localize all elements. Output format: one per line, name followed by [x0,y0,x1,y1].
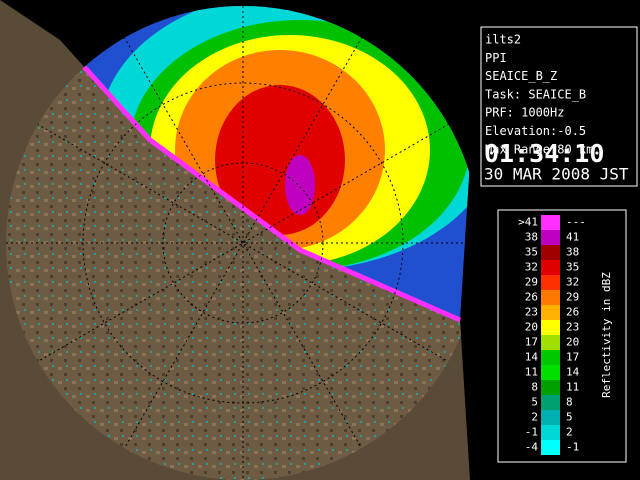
legend-low: 35 [525,246,538,259]
legend-low: 29 [525,276,538,289]
legend-low: 8 [531,381,538,394]
info-line: ilts2 [485,33,521,47]
legend-low: >41 [518,216,538,229]
legend-low: 17 [525,336,538,349]
info-line: Elevation:-0.5 [485,124,586,138]
legend-swatch [541,425,560,440]
legend-swatch [541,275,560,290]
legend-high: 38 [566,246,579,259]
legend-swatch [541,305,560,320]
legend-swatch [541,260,560,275]
legend-low: 38 [525,231,538,244]
legend-swatch [541,335,560,350]
time: 01:34:10 [484,139,604,168]
legend-low: 23 [525,306,538,319]
legend-swatch [541,365,560,380]
legend-high: 2 [566,426,573,439]
echo-core [285,155,315,215]
legend-swatch [541,395,560,410]
legend-panel [497,209,627,463]
legend-swatch [541,440,560,455]
legend-swatch [541,320,560,335]
legend-high: 32 [566,276,579,289]
legend-low: 14 [525,351,539,364]
coast-echo [58,38,462,323]
info-line: PRF: 1000Hz [485,106,564,120]
legend-swatch [541,215,560,230]
info-panel [480,26,638,187]
legend-swatch [541,350,560,365]
legend-swatch [541,380,560,395]
legend-high: 26 [566,306,579,319]
legend-high: 14 [566,366,580,379]
legend-high: 5 [566,411,573,424]
legend-high: 11 [566,381,579,394]
legend-low: -1 [525,426,538,439]
radar-disk [6,6,480,480]
legend-high: 23 [566,321,579,334]
legend: >41 --- 38 41 35 38 32 35 29 32 26 29 23 26 20 23 17 20 14… [518,215,586,455]
legend-high: 35 [566,261,579,274]
legend-low: 26 [525,291,538,304]
info-line: PPI [485,51,507,65]
legend-swatch [541,410,560,425]
legend-high: 29 [566,291,579,304]
legend-high: 17 [566,351,579,364]
legend-low: 5 [531,396,538,409]
date: 30 MAR 2008 JST [484,165,629,184]
legend-swatch [541,290,560,305]
legend-high: --- [566,216,586,229]
info-line: Task: SEAICE_B [485,87,586,101]
legend-swatch [541,230,560,245]
legend-title: Reflectivity in dBZ [600,272,613,398]
range-rings [6,6,480,480]
legend-low: -4 [525,441,539,454]
legend-swatch [541,245,560,260]
legend-low: 2 [531,411,538,424]
legend-low: 11 [525,366,538,379]
legend-low: 32 [525,261,538,274]
legend-low: 20 [525,321,538,334]
legend-high: 20 [566,336,579,349]
info-text: ilts2 PPI SEAICE_B_Z Task: SEAICE_B PRF: 100… [484,33,629,184]
info-line: SEAICE_B_Z [485,69,557,83]
legend-high: -1 [566,441,579,454]
info-line: Max Range:80 km [485,142,593,156]
legend-high: 41 [566,231,579,244]
legend-high: 8 [566,396,573,409]
